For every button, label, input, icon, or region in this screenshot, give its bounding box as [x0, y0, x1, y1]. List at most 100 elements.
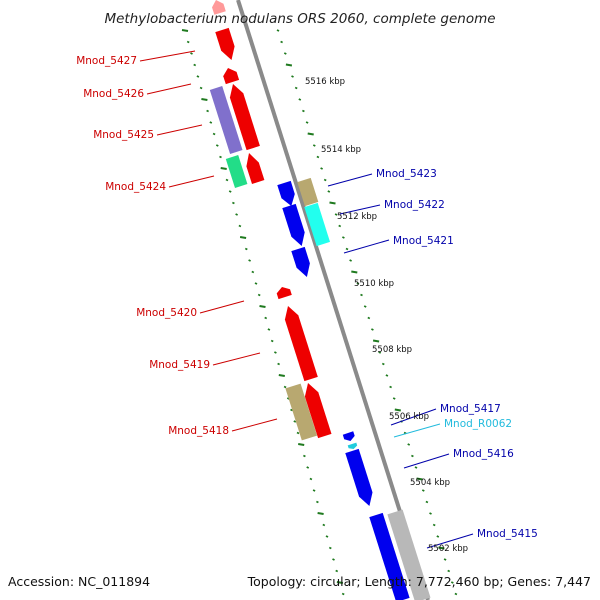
gene-arrow-mnod-5426-b[interactable]: [229, 84, 260, 151]
scale-tick: [429, 512, 432, 515]
gene-label-mnod-5426[interactable]: Mnod_5426: [83, 88, 144, 100]
scale-tick: [438, 546, 445, 550]
gene-arrows: [212, 0, 410, 600]
scale-tick: [291, 75, 294, 78]
gene-arrow-mnod-5415[interactable]: [369, 512, 410, 600]
gene-labels[interactable]: Mnod_5427 Mnod_5426 Mnod_5425 Mnod_5424 …: [76, 55, 538, 540]
scale-tick: [432, 523, 436, 527]
scale-tick: [298, 98, 302, 101]
scale-tick: [367, 316, 371, 320]
kbp-5506-label: 5506 kbp: [389, 412, 429, 422]
scale-tick: [320, 167, 324, 170]
scale-tick: [309, 477, 313, 481]
scale-tick: [336, 581, 344, 584]
scale-tick: [228, 190, 232, 193]
kbp-5512-label: 5512 kbp: [337, 212, 377, 222]
scale-tick: [235, 213, 239, 216]
scale-tick: [341, 236, 345, 239]
gene-label-mnod-5415[interactable]: Mnod_5415: [477, 528, 538, 540]
kbp-5502-label: 5502 kbp: [428, 544, 468, 554]
scale-tick: [306, 466, 310, 469]
scale-tick: [394, 408, 401, 412]
scale-tick: [436, 535, 440, 538]
leader-mnod-5426: [146, 83, 192, 95]
leader-mnod-5419: [212, 352, 261, 366]
scale-tick: [328, 546, 332, 550]
scale-tick: [416, 477, 423, 481]
gene-arrow-mnod-r0062[interactable]: [347, 442, 358, 449]
scale-tick: [389, 385, 393, 389]
scale-tick: [329, 201, 336, 205]
scale-tick: [219, 155, 222, 159]
scale-tick: [307, 132, 314, 136]
scale-tick: [220, 167, 227, 170]
gene-arrow-mnod-5427[interactable]: [215, 27, 235, 60]
scale-tick: [327, 190, 331, 193]
scale-tick: [254, 282, 258, 285]
gene-label-mnod-5427[interactable]: Mnod_5427: [76, 55, 137, 67]
scale-tick: [363, 305, 367, 308]
scale-tick: [341, 592, 345, 596]
scale-tick: [407, 443, 411, 446]
scale-tick: [285, 63, 293, 67]
gene-label-mnod-5419[interactable]: Mnod_5419: [149, 359, 210, 371]
kbp-5514-label: 5514 kbp: [321, 145, 361, 155]
scale-tick: [338, 224, 342, 228]
scale-tick: [209, 121, 213, 124]
scale-tick: [296, 431, 300, 435]
gene-label-mnod-5416[interactable]: Mnod_5416: [453, 448, 514, 460]
ann-5423-cog[interactable]: [297, 177, 319, 207]
scale-tick: [421, 489, 425, 492]
kbp-5508-label: 5508 kbp: [372, 345, 412, 355]
scale-tick: [277, 362, 281, 366]
gene-arrow-mnod-5426[interactable]: [223, 68, 240, 85]
gene-label-mnod-5420[interactable]: Mnod_5420: [136, 307, 197, 319]
accession-text: Accession: NC_011894: [8, 574, 150, 589]
gene-label-mnod-5423[interactable]: Mnod_5423: [376, 168, 437, 180]
gene-arrow-partial-top[interactable]: [212, 0, 226, 15]
gene-arrow-mnod-5417[interactable]: [342, 431, 355, 441]
ann-5425-cog[interactable]: [209, 86, 243, 154]
gene-label-mnod-5422[interactable]: Mnod_5422: [384, 199, 445, 211]
gene-label-mnod-5424[interactable]: Mnod_5424: [105, 181, 166, 193]
scale-tick: [264, 316, 268, 320]
scale-tick: [322, 523, 326, 527]
gene-arrow-mnod-5421[interactable]: [291, 246, 310, 277]
gene-label-mnod-r0062[interactable]: Mnod_R0062: [444, 418, 512, 430]
gene-arrow-mnod-5420[interactable]: [276, 287, 292, 300]
ann-5422-cog[interactable]: [304, 202, 330, 247]
scale-tick: [199, 86, 203, 90]
scale-tick: [193, 63, 197, 67]
scale-tick: [298, 443, 305, 446]
gene-label-mnod-5425[interactable]: Mnod_5425: [93, 129, 154, 141]
scale-tick: [447, 569, 451, 573]
scale-tick: [257, 293, 261, 297]
gene-label-mnod-5417[interactable]: Mnod_5417: [440, 403, 501, 415]
scale-tick: [290, 408, 293, 412]
ann-5415-cog[interactable]: [387, 509, 431, 600]
gene-arrow-mnod-5423[interactable]: [277, 180, 295, 206]
gene-arrow-mnod-5419[interactable]: [284, 306, 318, 382]
map-title: Methylobacterium nodulans ORS 2060, comp…: [104, 11, 495, 27]
ann-5418-cog[interactable]: [285, 383, 318, 441]
scale-tick: [280, 40, 284, 44]
gene-arrow-mnod-5424[interactable]: [246, 153, 265, 184]
scale-tick: [410, 454, 414, 458]
gene-label-mnod-5418[interactable]: Mnod_5418: [168, 425, 229, 437]
gene-arrow-mnod-5418[interactable]: [304, 383, 332, 439]
scale-tick: [351, 270, 358, 274]
scale-tick: [201, 98, 208, 101]
scale-tick: [186, 40, 190, 44]
scale-tick: [251, 270, 255, 274]
scale-tick: [372, 339, 380, 343]
gene-arrow-mnod-5416[interactable]: [345, 448, 373, 506]
scale-tick: [335, 569, 339, 573]
scale-tick: [244, 247, 248, 251]
scale-tick: [248, 259, 252, 262]
scale-tick: [196, 75, 200, 78]
ann-5424-cog[interactable]: [225, 155, 248, 188]
gene-label-mnod-5421[interactable]: Mnod_5421: [393, 235, 454, 247]
leader-mnod-5417: [390, 408, 437, 426]
gene-arrow-mnod-5422[interactable]: [282, 203, 305, 246]
scale-tick: [302, 454, 306, 458]
